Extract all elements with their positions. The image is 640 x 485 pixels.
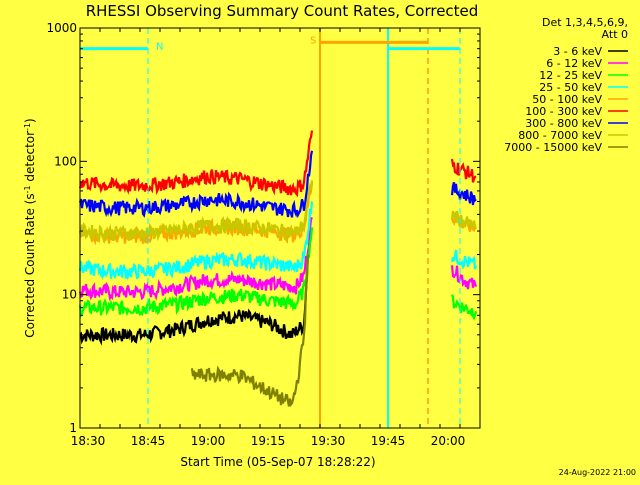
legend-entry-label: 25 - 50 keV [539,81,602,94]
series-line [78,201,314,281]
x-tick-label: 19:15 [251,434,286,448]
y-axis-label-part: -1 [23,185,32,193]
series-line [79,180,314,245]
annotation-layer: NS [80,28,461,428]
x-axis-label: Start Time (05-Sep-07 18:28:22) [180,455,375,469]
series-line [78,227,314,319]
y-tick-label: 10 [62,288,77,302]
annotation-bar-label: N [156,42,163,53]
series-12-25-kev [78,227,478,321]
series-line [190,254,310,407]
y-axis-label-part: Corrected Count Rate (s [23,193,37,337]
legend-entry-label: 3 - 6 keV [553,45,602,58]
x-tick-label: 19:00 [191,434,226,448]
series-3-6-kev [79,254,310,346]
series-100-300-kev [78,130,477,198]
annotation-bar-label: S [310,35,316,46]
legend-entry-label: 300 - 800 keV [525,117,602,130]
series-6-12-kev [78,216,478,302]
series-line [78,130,314,198]
legend-entry-label: 7000 - 15000 keV [504,141,602,154]
legend-entry-label: 6 - 12 keV [546,57,602,70]
series-800-7000-kev [79,180,477,245]
x-tick-label: 20:00 [431,434,466,448]
series-25-50-kev [78,201,478,281]
legend-entry-label: 100 - 300 keV [525,105,602,118]
series-line [79,254,310,346]
series-layer [78,130,478,407]
y-axis-label-part: -1 [23,123,32,131]
y-tick-label: 1 [69,421,77,435]
y-axis-label: Corrected Count Rate (s-1 detector-1) [23,118,38,337]
footer-timestamp: 24-Aug-2022 21:00 [559,468,636,477]
axes-layer: 1 10 100 1000 18:30 18:45 19:00 19:15 19:30 19:45… [46,21,481,448]
y-axis-label-part: ) [23,118,37,123]
series-line [450,294,478,321]
legend-entry-label: 50 - 100 keV [532,93,602,106]
x-tick-label: 19:45 [371,434,406,448]
x-tick-label: 18:45 [131,434,166,448]
legend-entry-label: 800 - 7000 keV [518,129,602,142]
y-axis-label-part: detector [23,131,37,186]
series-line [450,265,478,290]
series-line [450,158,477,183]
series-300-800-kev [78,150,477,219]
series-line [78,216,313,302]
x-tick-label: 19:30 [311,434,346,448]
legend-entry-label: 12 - 25 keV [539,69,602,82]
series-line [450,182,477,206]
series-line [450,210,477,231]
legend-header-line: Att 0 [602,28,628,41]
chart-title: RHESSI Observing Summary Count Rates, Co… [86,2,479,20]
y-tick-label: 100 [54,154,77,168]
x-tick-label: 18:30 [71,434,106,448]
y-tick-label: 1000 [46,21,77,35]
series-line [450,249,478,270]
series-line [78,150,314,219]
series-7000-15000-kev [190,254,310,407]
legend-header-line: Det 1,3,4,5,6,9, [542,16,628,29]
